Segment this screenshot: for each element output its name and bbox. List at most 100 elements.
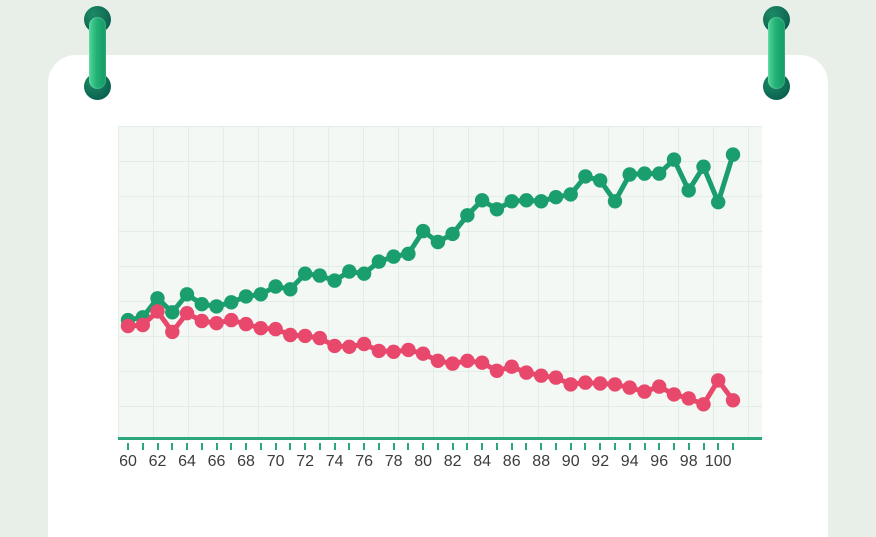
data-point [224, 295, 239, 310]
x-tick-label: 94 [620, 453, 639, 470]
data-point [548, 190, 564, 205]
data-point [327, 273, 342, 288]
x-tick [348, 443, 351, 450]
data-point [342, 264, 357, 279]
x-tick-label: 96 [650, 453, 669, 470]
data-point [194, 297, 209, 312]
data-point [179, 287, 195, 302]
data-point [415, 223, 431, 239]
x-tick [525, 443, 528, 450]
data-point [253, 321, 268, 336]
data-point [327, 338, 342, 354]
data-point [165, 324, 180, 340]
x-tick [732, 443, 734, 450]
data-point [725, 393, 741, 408]
data-point [519, 193, 534, 208]
data-point [312, 330, 327, 346]
x-tick-label: 98 [679, 453, 698, 470]
data-point [401, 246, 416, 261]
data-point [534, 368, 549, 383]
data-point [519, 365, 534, 380]
data-point [474, 193, 490, 208]
x-tick [436, 443, 439, 450]
data-point [238, 289, 254, 304]
data-point [386, 249, 401, 264]
data-point [371, 343, 387, 359]
x-tick [363, 443, 366, 450]
x-tick-label: 62 [148, 453, 167, 470]
data-point [681, 183, 696, 198]
x-tick [230, 443, 233, 450]
x-tick-label: 68 [237, 453, 255, 470]
x-tick [304, 443, 307, 450]
data-point [165, 305, 180, 320]
x-tick-label: 86 [502, 453, 521, 470]
data-point [578, 375, 593, 390]
x-tick [466, 443, 469, 450]
data-point [297, 328, 313, 344]
data-point [593, 376, 608, 391]
x-tick-label: 80 [414, 453, 432, 470]
data-point [652, 379, 667, 394]
data-point [179, 306, 195, 321]
x-tick-label: 82 [443, 453, 462, 470]
line-chart [120, 147, 741, 412]
x-tick-label: 78 [384, 453, 403, 470]
x-tick [451, 443, 454, 450]
x-tick-label: 76 [355, 453, 373, 470]
x-tick [127, 443, 129, 450]
data-point [652, 166, 667, 181]
x-tick-label: 74 [325, 453, 344, 470]
x-axis-labels: 60 62 64 66 68 70 72 74 76 78 80 82 84 86 88 90 92 94 96 98… [118, 453, 798, 473]
x-tick-label: 60 [119, 453, 137, 470]
x-axis-ticks [118, 443, 762, 451]
data-point [637, 166, 652, 181]
data-point [283, 327, 298, 343]
x-tick [687, 443, 690, 450]
binder-ring-right [760, 6, 792, 100]
x-tick [333, 443, 336, 450]
x-tick [171, 443, 174, 450]
data-point [238, 316, 254, 332]
x-tick [584, 443, 587, 450]
data-point [711, 195, 726, 210]
x-tick [274, 443, 277, 450]
data-point [725, 147, 741, 162]
data-point [342, 339, 357, 354]
x-tick [510, 443, 513, 450]
x-tick [245, 443, 247, 450]
data-point [460, 353, 475, 368]
data-point [489, 202, 505, 217]
data-point [120, 318, 136, 334]
data-point [474, 355, 490, 370]
data-point [371, 254, 387, 269]
x-tick [658, 443, 661, 450]
x-tick [200, 443, 203, 450]
data-point [696, 159, 711, 174]
data-point [297, 266, 313, 281]
x-tick-label: 100 [704, 453, 732, 470]
data-point [356, 266, 372, 281]
data-point [209, 316, 224, 331]
x-tick [289, 443, 292, 450]
data-point [224, 312, 239, 328]
x-tick [259, 443, 262, 450]
data-point [681, 391, 696, 406]
data-point [445, 226, 460, 242]
x-tick-label: 72 [296, 453, 314, 470]
x-tick [614, 443, 616, 450]
x-tick-label: 66 [207, 453, 226, 470]
data-point [607, 377, 623, 392]
data-point [401, 342, 416, 358]
x-tick [673, 443, 675, 450]
data-point [283, 282, 298, 297]
x-tick [717, 443, 720, 450]
x-tick [377, 443, 380, 450]
data-point [666, 387, 682, 402]
data-point [150, 291, 165, 306]
x-tick [392, 443, 395, 450]
x-tick [318, 443, 321, 450]
x-tick-label: 90 [561, 453, 580, 470]
data-point [356, 336, 372, 352]
x-tick [628, 443, 631, 450]
